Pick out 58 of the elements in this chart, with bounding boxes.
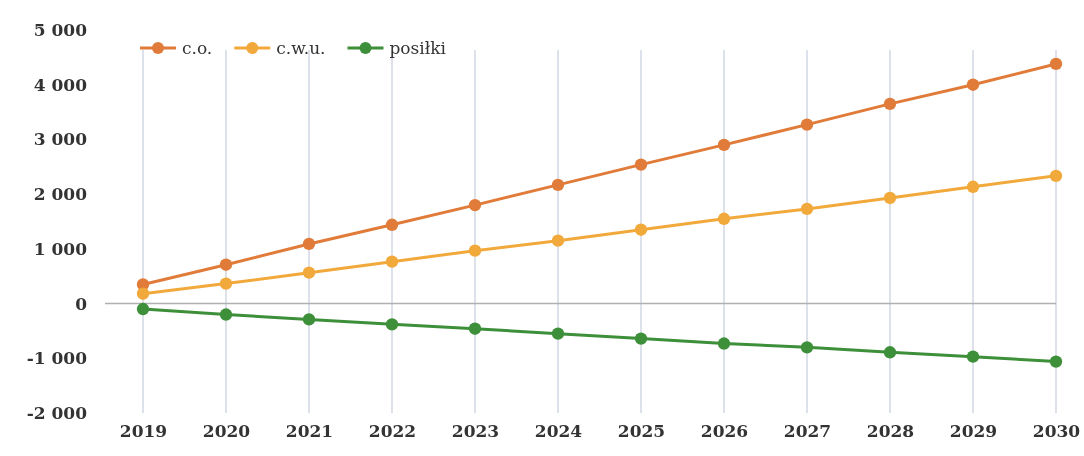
y-tick-label: 0 xyxy=(75,293,88,314)
point xyxy=(1049,57,1063,71)
point xyxy=(302,266,316,279)
point xyxy=(468,198,482,212)
point xyxy=(551,327,565,340)
point xyxy=(966,350,980,363)
point xyxy=(966,78,980,91)
x-tick-label: 2029 xyxy=(949,421,998,442)
point xyxy=(634,332,648,345)
point xyxy=(634,158,648,171)
y-tick-label: -2 000 xyxy=(26,402,88,423)
x-tick-label: 2023 xyxy=(451,421,500,442)
point xyxy=(883,97,897,111)
point xyxy=(385,255,399,268)
point xyxy=(219,277,233,290)
point xyxy=(385,318,399,331)
x-tick-label: 2025 xyxy=(617,421,666,442)
point xyxy=(883,191,897,205)
y-tick-label: 3 000 xyxy=(33,129,88,150)
point xyxy=(800,202,814,216)
y-tick-label: 1 000 xyxy=(33,238,88,259)
y-tick-label: 2 000 xyxy=(33,184,88,205)
point xyxy=(219,258,233,271)
point xyxy=(136,302,150,316)
x-tick-label: 2026 xyxy=(700,421,749,442)
legend-label: c.o. xyxy=(182,37,213,58)
x-tick-label: 2028 xyxy=(866,421,915,442)
y-tick-label: 4 000 xyxy=(33,74,88,95)
point xyxy=(800,341,814,354)
point xyxy=(1049,169,1063,182)
point xyxy=(883,346,897,359)
point xyxy=(717,138,731,152)
x-tick-label: 2022 xyxy=(368,421,417,442)
point xyxy=(551,234,565,247)
point xyxy=(634,223,648,236)
x-tick-label: 2030 xyxy=(1032,421,1081,442)
point xyxy=(219,308,233,321)
point xyxy=(717,212,731,225)
legend-label: posiłki xyxy=(389,37,447,58)
point xyxy=(1049,355,1063,368)
point xyxy=(302,237,316,251)
y-tick-label: 5 000 xyxy=(33,19,88,40)
x-tick-label: 2024 xyxy=(534,421,583,442)
point xyxy=(468,244,482,257)
x-tick-label: 2020 xyxy=(202,421,251,442)
point xyxy=(136,287,150,300)
point xyxy=(385,218,399,231)
point xyxy=(302,313,316,326)
x-tick-label: 2027 xyxy=(783,421,832,442)
legend-label: c.w.u. xyxy=(276,37,326,58)
point xyxy=(717,337,731,350)
point xyxy=(966,180,980,193)
point xyxy=(468,322,482,335)
y-tick-label: -1 000 xyxy=(26,348,88,369)
x-tick-label: 2021 xyxy=(285,421,334,442)
point xyxy=(800,118,814,131)
x-tick-label: 2019 xyxy=(119,421,168,442)
point xyxy=(551,178,565,192)
